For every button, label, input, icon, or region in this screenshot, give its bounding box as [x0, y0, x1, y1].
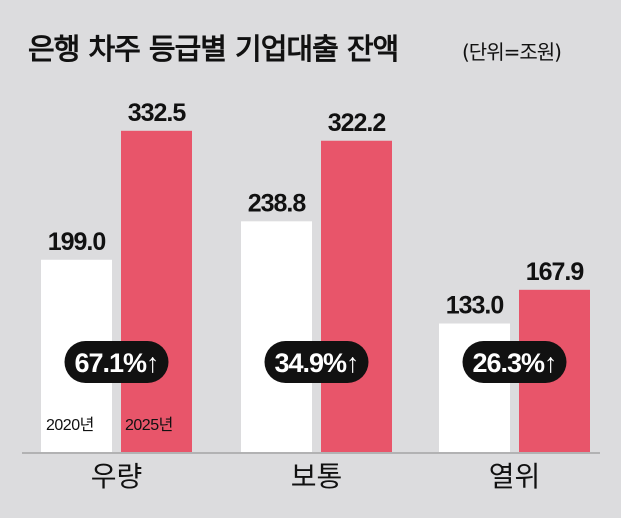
value-label-2020-3: 133.0: [446, 292, 504, 320]
value-label-2025-1: 332.5: [128, 99, 187, 127]
legend-2020: 2020년: [46, 416, 94, 434]
chart-title: 은행 차주 등급별 기업대출 잔액: [28, 32, 399, 66]
category-label-2: 보통: [291, 460, 343, 493]
growth-label-2: 34.9%↑: [274, 348, 358, 378]
chart-unit: (단위=조원): [462, 40, 562, 64]
value-label-2025-2: 322.2: [328, 109, 386, 137]
growth-label-1: 67.1%↑: [74, 348, 158, 378]
value-label-2025-3: 167.9: [526, 258, 584, 286]
growth-pill-1: [64, 341, 169, 383]
bar-2025-1: [121, 130, 192, 452]
growth-pill-3: [462, 341, 567, 383]
value-label-2020-2: 238.8: [248, 189, 307, 217]
bar-2020-2: [241, 221, 312, 452]
category-label-3: 열위: [489, 460, 541, 493]
bar-2025-2: [321, 140, 392, 452]
legend-2025: 2025년: [125, 416, 173, 434]
value-label-2020-1: 199.0: [48, 228, 106, 256]
growth-label-3: 26.3%↑: [472, 348, 556, 378]
growth-pill-2: [264, 341, 369, 383]
category-label-1: 우량: [91, 460, 143, 493]
